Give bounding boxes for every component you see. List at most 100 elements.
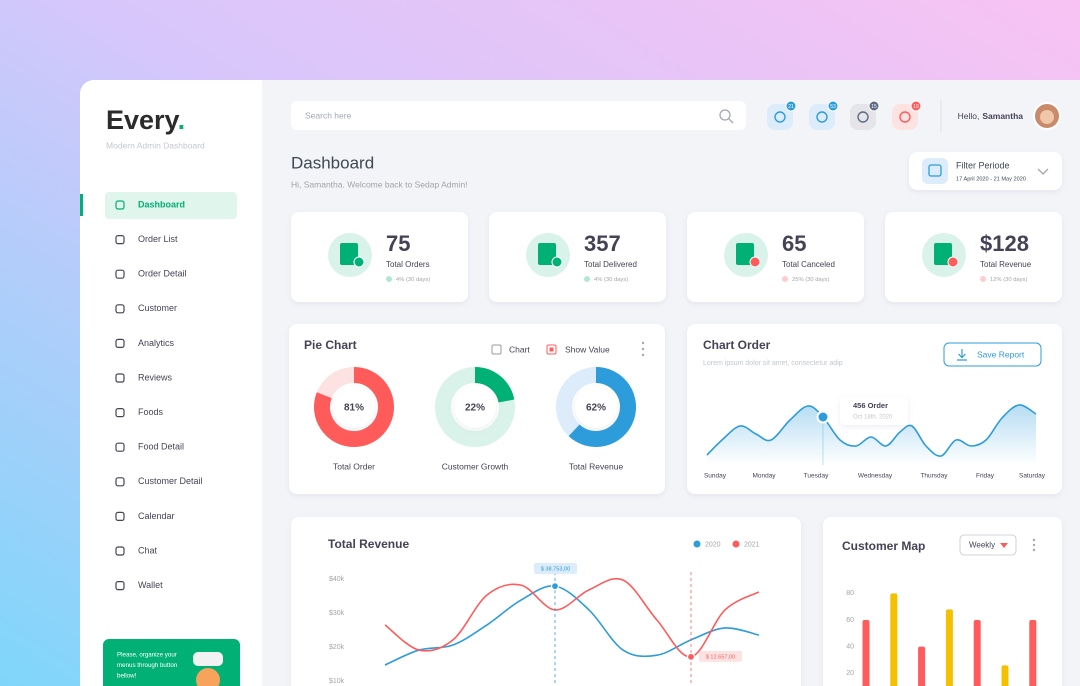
x-tick-label: Tuesday <box>804 473 829 480</box>
order-tooltip <box>840 397 908 425</box>
header-icon-glyph[interactable] <box>774 111 786 123</box>
header-icon-glyph[interactable] <box>816 111 828 123</box>
menu-icon[interactable] <box>115 511 125 522</box>
avatar-face <box>1040 110 1054 124</box>
menu-item[interactable]: Reviews <box>138 372 173 382</box>
stat-icon-badge <box>353 256 365 268</box>
more-menu[interactable] <box>1032 548 1036 552</box>
header-icon[interactable] <box>767 104 793 130</box>
menu-icon[interactable] <box>115 304 125 314</box>
menu-icon[interactable] <box>115 338 125 348</box>
stat-icon <box>934 243 952 265</box>
badge-count: 53 <box>830 104 836 110</box>
brand: Every. <box>106 105 185 135</box>
menu-item[interactable]: Wallet <box>138 580 163 590</box>
menu-item[interactable]: Customer <box>138 303 177 313</box>
stat-trend <box>980 276 986 282</box>
bar <box>918 646 926 686</box>
donut-center <box>575 386 617 428</box>
menu-item[interactable]: Customer Detail <box>138 476 203 486</box>
badge-count: 21 <box>788 104 794 110</box>
menu-item[interactable]: Foods <box>138 407 164 417</box>
header-icon-glyph[interactable] <box>899 111 911 123</box>
stat-icon-badge <box>551 256 563 268</box>
revenue-title: Total Revenue <box>328 537 409 551</box>
toggle-check <box>549 347 554 352</box>
more-menu[interactable] <box>641 341 645 345</box>
x-tick-label: Wednesday <box>858 473 893 480</box>
chart-order-subtitle: Lorem ipsum dolor sit amet, consectetur … <box>703 360 843 367</box>
header-icon[interactable] <box>892 104 918 130</box>
menu-icon[interactable] <box>115 373 125 383</box>
menu-icon[interactable] <box>115 580 125 591</box>
header-icon-glyph[interactable] <box>857 111 869 123</box>
more-menu[interactable] <box>641 347 645 351</box>
menu-icon[interactable] <box>115 546 125 556</box>
search-box[interactable] <box>291 101 746 130</box>
stat-change: 4% (30 days) <box>396 277 430 283</box>
donut-center <box>454 386 496 428</box>
stat-icon <box>340 243 358 265</box>
filter-label[interactable]: Filter Periode <box>956 160 1010 170</box>
dropdown-label[interactable]: Weekly <box>969 541 995 550</box>
bar <box>862 620 870 686</box>
pie-title: Pie Chart <box>304 338 357 352</box>
badge <box>910 100 922 112</box>
save-report-label[interactable]: Save Report <box>977 349 1025 359</box>
brand-name: Every <box>106 105 180 135</box>
menu-item[interactable]: Order Detail <box>138 269 187 279</box>
donut-label: Customer Growth <box>442 461 509 471</box>
header-icon[interactable] <box>850 104 876 130</box>
toggle-label[interactable]: Show Value <box>565 344 610 354</box>
donut-value: 62% <box>586 403 606 414</box>
menu-icon[interactable] <box>115 408 125 418</box>
donut-label: Total Revenue <box>569 461 624 471</box>
badge <box>827 100 839 112</box>
annotation-dot <box>550 582 560 591</box>
stat-change: 4% (30 days) <box>594 277 628 283</box>
toggle-box[interactable] <box>491 344 502 355</box>
stat-label: Total Delivered <box>584 260 637 269</box>
bar <box>890 593 898 686</box>
x-tick-label: Thursday <box>920 473 948 480</box>
stat-label: Total Orders <box>386 260 430 269</box>
stat-icon <box>538 243 556 265</box>
more-menu[interactable] <box>1032 538 1036 542</box>
menu-icon[interactable] <box>115 477 125 487</box>
annotation: $ 38.753,00 <box>541 566 571 572</box>
badge <box>868 100 880 112</box>
menu-icon[interactable] <box>115 235 125 245</box>
menu-item[interactable]: Order List <box>138 234 178 244</box>
menu-item[interactable]: Calendar <box>138 511 175 521</box>
menu-item[interactable]: Dashboard <box>138 199 185 209</box>
menu-icon[interactable] <box>115 442 125 452</box>
customer-map-card <box>823 517 1062 686</box>
menu-item[interactable]: Food Detail <box>138 442 184 452</box>
filter-icon <box>928 164 942 177</box>
toggle-label[interactable]: Chart <box>509 344 530 354</box>
badge-count: 19 <box>913 104 919 110</box>
menu-icon[interactable] <box>115 269 125 279</box>
annotation: $ 12.657,00 <box>706 654 736 660</box>
dropdown-caret <box>1000 543 1008 548</box>
save-report-button[interactable] <box>943 342 1042 367</box>
search-icon[interactable] <box>719 109 731 121</box>
y-tick-label: $40k <box>329 576 345 583</box>
menu-active-bg <box>105 192 237 219</box>
search-icon[interactable] <box>728 118 734 124</box>
donut-center <box>333 386 375 428</box>
menu-icon[interactable] <box>115 200 125 210</box>
bar <box>1001 665 1009 686</box>
menu-item[interactable]: Chat <box>138 545 158 555</box>
more-menu[interactable] <box>641 353 645 357</box>
stat-value: 357 <box>584 231 621 256</box>
filter-chevron[interactable] <box>1037 168 1049 175</box>
search-placeholder[interactable]: Search here <box>305 110 352 120</box>
dropdown[interactable] <box>959 534 1017 556</box>
menu-item[interactable]: Analytics <box>138 338 175 348</box>
header-icon[interactable] <box>809 104 835 130</box>
more-menu[interactable] <box>1032 543 1036 547</box>
stat-change: 25% (30 days) <box>792 277 829 283</box>
donut-value: 81% <box>344 403 364 414</box>
